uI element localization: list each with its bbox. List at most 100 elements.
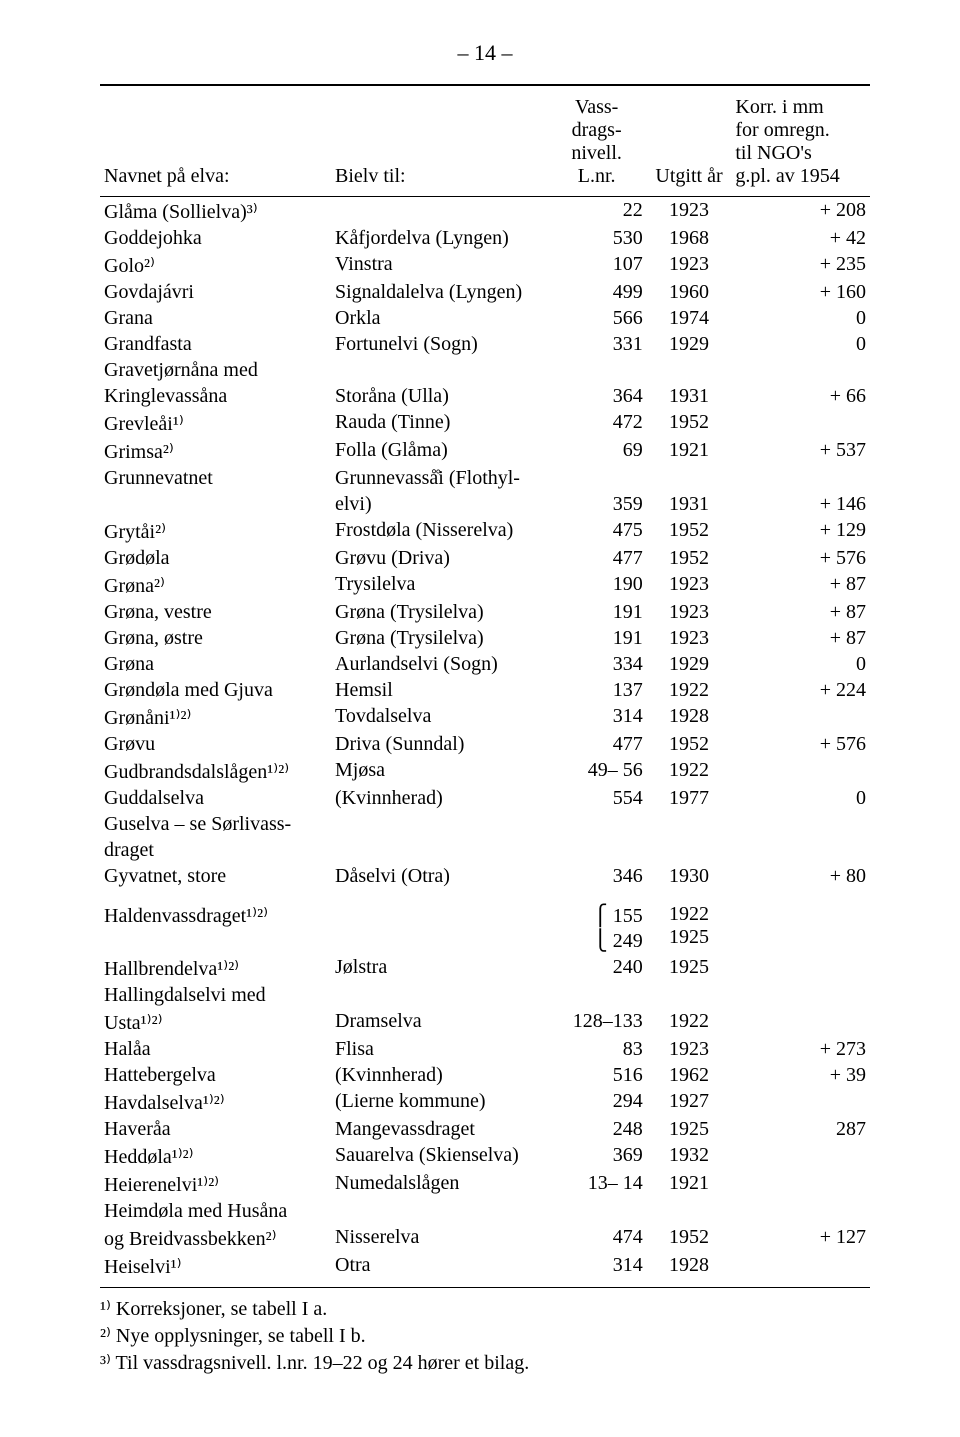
- header-col1: Navnet på elva:: [100, 85, 331, 197]
- table-row: Hallbrendelva¹⁾²⁾Jølstra2401925: [100, 955, 870, 983]
- table-cell: Dåselvi (Otra): [331, 863, 547, 889]
- table-cell: elvi): [331, 491, 547, 517]
- table-cell: [731, 1143, 870, 1171]
- table-cell: Halåa: [100, 1037, 331, 1063]
- table-cell: 1960: [647, 279, 732, 305]
- table-cell: Guselva – se Sørlivass-: [100, 811, 331, 837]
- table-row: Grøna, vestreGrøna (Trysilelva)1911923+ …: [100, 599, 870, 625]
- table-cell: Hallingdalselvi med: [100, 983, 331, 1009]
- table-cell: 1923: [647, 571, 732, 599]
- table-cell: + 80: [731, 863, 870, 889]
- table-cell: 1923: [647, 251, 732, 279]
- table-cell: 1921: [647, 437, 732, 465]
- table-row: og Breidvassbekken²⁾Nisserelva4741952+ 1…: [100, 1225, 870, 1253]
- table-cell: 0: [731, 651, 870, 677]
- table-cell: + 66: [731, 383, 870, 409]
- table-row: HalåaFlisa831923+ 273: [100, 1037, 870, 1063]
- table-cell: (Lierne kommune): [331, 1089, 547, 1117]
- table-row: KringlevassånaStoråna (Ulla)3641931+ 66: [100, 383, 870, 409]
- table-cell: 69: [547, 437, 647, 465]
- table-cell: Grevleåi¹⁾: [100, 409, 331, 437]
- table-cell: [647, 811, 732, 837]
- table-cell: 13– 14: [547, 1171, 647, 1199]
- table-row: draget: [100, 837, 870, 863]
- table-row: GoddejohkaKåfjordelva (Lyngen)5301968+ 4…: [100, 225, 870, 251]
- header-col2: Bielv til:: [331, 85, 547, 197]
- table-cell: [547, 357, 647, 383]
- table-cell: 474: [547, 1225, 647, 1253]
- table-cell: + 273: [731, 1037, 870, 1063]
- table-cell: Kåfjordelva (Lyngen): [331, 225, 547, 251]
- table-cell: + 87: [731, 599, 870, 625]
- table-cell: Goddejohka: [100, 225, 331, 251]
- table-cell: Grøna: [100, 651, 331, 677]
- page-number: – 14 –: [100, 40, 870, 66]
- table-cell: [331, 811, 547, 837]
- table-row: Havdalselva¹⁾²⁾(Lierne kommune)2941927: [100, 1089, 870, 1117]
- footnotes: ¹⁾ Korreksjoner, se tabell I a. ²⁾ Nye o…: [100, 1287, 870, 1375]
- table-cell: 1922: [647, 1009, 732, 1037]
- table-cell: Grana: [100, 305, 331, 331]
- table-body-1: Glåma (Sollielva)³⁾221923+ 208Goddejohka…: [100, 197, 870, 890]
- table-cell: 1925: [647, 1117, 732, 1143]
- table-cell: Haldenvassdraget¹⁾²⁾: [100, 889, 331, 955]
- table-cell: Grøvu: [100, 731, 331, 757]
- table-cell: [731, 465, 870, 491]
- table-cell: Grytåi²⁾: [100, 517, 331, 545]
- table-cell: 22: [547, 197, 647, 226]
- table-cell: [731, 837, 870, 863]
- main-table: Navnet på elva: Bielv til: Vass- drags- …: [100, 84, 870, 1281]
- table-row: Grøndøla med GjuvaHemsil1371922+ 224: [100, 677, 870, 703]
- table-row: GrøvuDriva (Sunndal)4771952+ 576: [100, 731, 870, 757]
- table-cell: Hemsil: [331, 677, 547, 703]
- table-cell: Govdajávri: [100, 279, 331, 305]
- table-row: Heierenelvi¹⁾²⁾Numedalslågen13– 141921: [100, 1171, 870, 1199]
- table-row: Guddalselva(Kvinnherad)55419770: [100, 785, 870, 811]
- table-cell: Heiselvi¹⁾: [100, 1253, 331, 1281]
- table-cell: + 576: [731, 545, 870, 571]
- table-cell: 346: [547, 863, 647, 889]
- table-cell: 0: [731, 331, 870, 357]
- table-row: elvi)3591931+ 146: [100, 491, 870, 517]
- table-cell: Signaldalelva (Lyngen): [331, 279, 547, 305]
- table-cell: Hallbrendelva¹⁾²⁾: [100, 955, 331, 983]
- table-cell: 499: [547, 279, 647, 305]
- table-cell: [331, 837, 547, 863]
- table-cell: 1922: [647, 677, 732, 703]
- table-body-2: Haldenvassdraget¹⁾²⁾⎧ 155 ⎩ 2491922 1925…: [100, 889, 870, 1281]
- table-row: GrønaAurlandselvi (Sogn)33419290: [100, 651, 870, 677]
- table-cell: (Kvinnherad): [331, 1063, 547, 1089]
- table-cell: + 235: [731, 251, 870, 279]
- table-cell: Folla (Glåma): [331, 437, 547, 465]
- table-cell: 248: [547, 1117, 647, 1143]
- table-cell: + 42: [731, 225, 870, 251]
- table-cell: Grøna (Trysilelva): [331, 599, 547, 625]
- table-row: HaveråaMangevassdraget2481925287: [100, 1117, 870, 1143]
- table-cell: [331, 1199, 547, 1225]
- table-cell: Sauarelva (Skienselva): [331, 1143, 547, 1171]
- table-row: Grønåni¹⁾²⁾Tovdalselva3141928: [100, 703, 870, 731]
- table-cell: 0: [731, 785, 870, 811]
- table-cell: 1952: [647, 409, 732, 437]
- table-cell: Tovdalselva: [331, 703, 547, 731]
- table-cell: Frostdøla (Nisserelva): [331, 517, 547, 545]
- table-cell: [731, 955, 870, 983]
- table-cell: + 129: [731, 517, 870, 545]
- table-cell: 1974: [647, 305, 732, 331]
- table-row: GrødølaGrøvu (Driva)4771952+ 576: [100, 545, 870, 571]
- table-cell: 1932: [647, 1143, 732, 1171]
- table-cell: Otra: [331, 1253, 547, 1281]
- table-cell: 1968: [647, 225, 732, 251]
- table-cell: Guddalselva: [100, 785, 331, 811]
- footnote-1: ¹⁾ Korreksjoner, se tabell I a.: [100, 1296, 870, 1321]
- table-cell: [731, 1171, 870, 1199]
- table-cell: 191: [547, 625, 647, 651]
- table-row: GrunnevatnetGrunnevasså̊i (Flothyl-: [100, 465, 870, 491]
- table-cell: Heimdøla med Husåna: [100, 1199, 331, 1225]
- table-cell: 1923: [647, 1037, 732, 1063]
- table-cell: 1952: [647, 545, 732, 571]
- table-cell: 314: [547, 703, 647, 731]
- table-cell: [731, 1199, 870, 1225]
- footnote-2: ²⁾ Nye opplysninger, se tabell I b.: [100, 1323, 870, 1348]
- table-cell: Fortunelvi (Sogn): [331, 331, 547, 357]
